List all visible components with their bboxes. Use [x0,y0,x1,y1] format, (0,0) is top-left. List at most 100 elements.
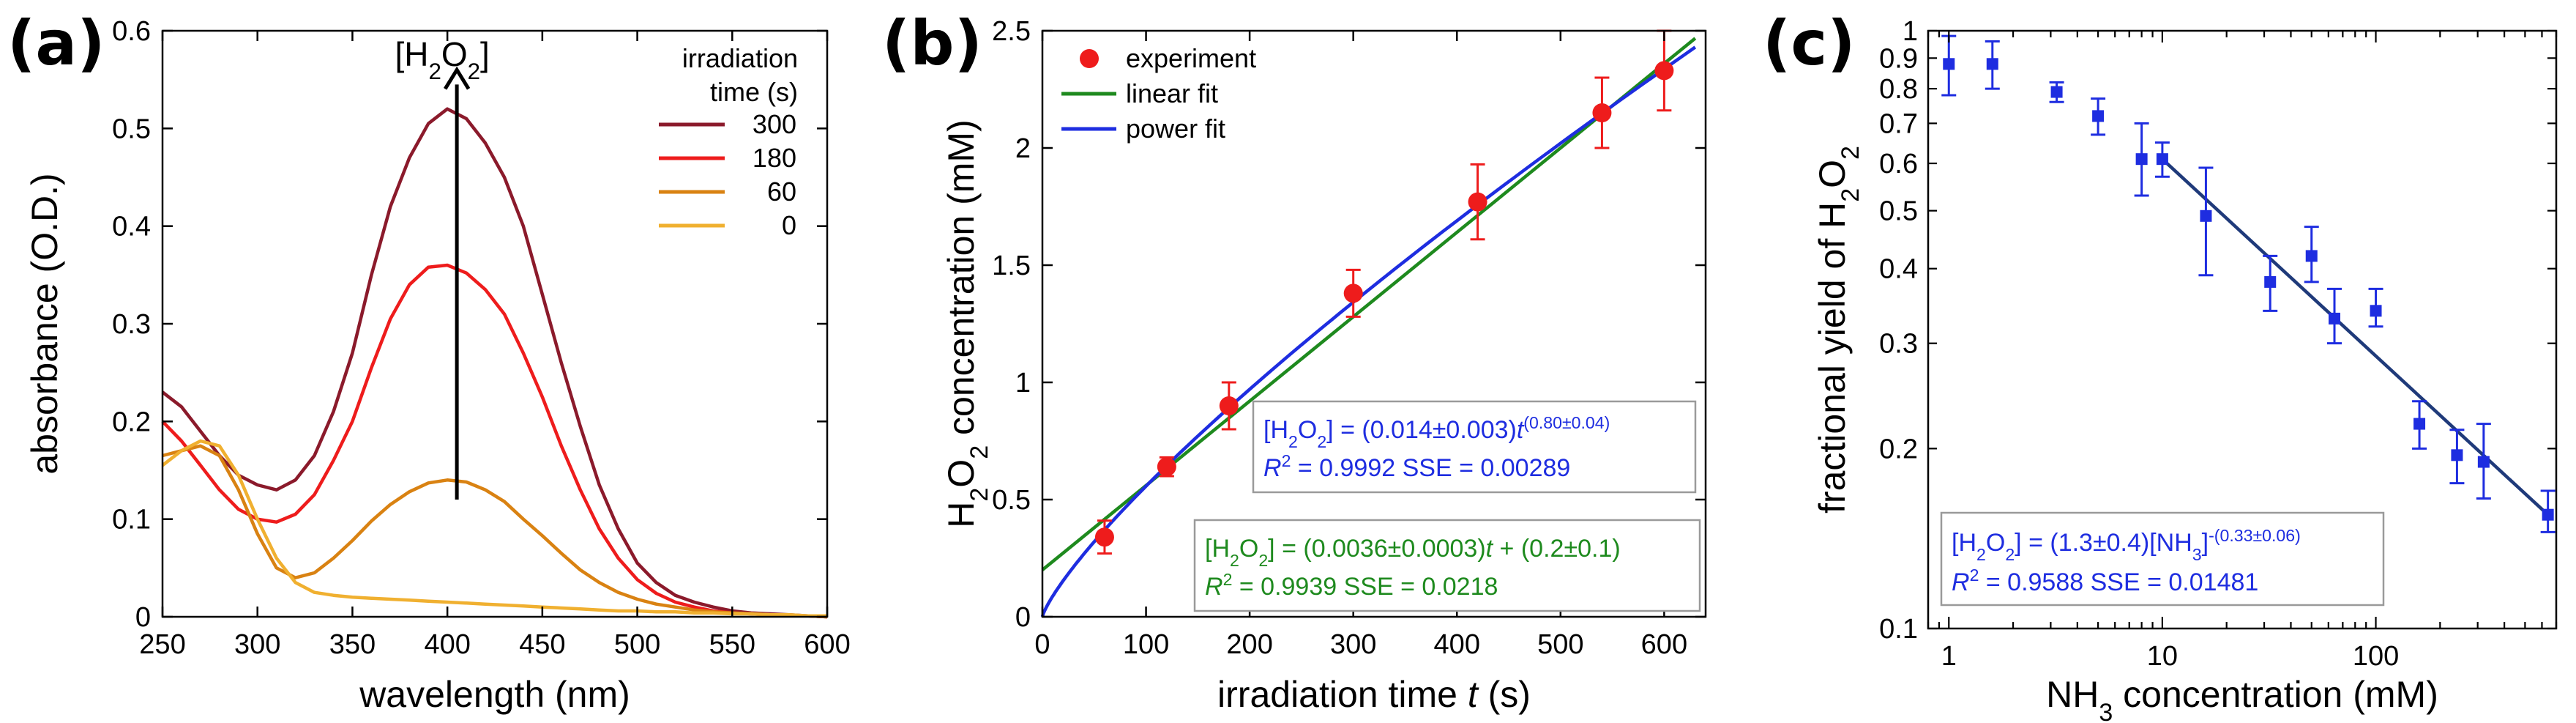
data-point [2156,153,2168,166]
experiment-point [1157,457,1176,477]
data-point [2477,456,2490,468]
panel-label: (c) [1763,7,1856,79]
x-tick-label: 100 [1123,629,1169,660]
legend-marker-experiment [1080,49,1099,68]
y-tick-label: 0 [135,602,151,633]
y-tick-label: 1 [1903,16,1918,47]
annotation-h2o2: [H2O2] [395,35,489,84]
y-axis-label: absorbance (O.D.) [24,173,65,474]
y-tick-label: 0.9 [1879,43,1918,74]
x-tick-label: 10 [2147,641,2178,672]
data-point [1986,58,1998,70]
y-tick-label: 0.8 [1879,74,1918,105]
x-tick-label: 300 [234,629,280,660]
data-point [2542,508,2554,521]
fit-statistics: R2 = 0.9588 SSE = 0.01481 [1952,566,2258,596]
fit-statistics: R2 = 0.9992 SSE = 0.00289 [1263,451,1570,482]
y-tick-label: 2.5 [992,16,1031,47]
panel-label: (b) [882,7,982,79]
y-tick-label: 0.6 [112,16,151,47]
y-tick-label: 1 [1015,368,1031,398]
data-point [2264,275,2277,288]
legend-label: 0 [782,210,796,240]
fit-equation: [H2O2] = (0.0036±0.0003)t + (0.2±0.1) [1205,535,1621,570]
legend-label: 300 [753,109,796,139]
plot-frame [1927,29,2558,630]
y-tick-label: 2 [1015,133,1031,164]
y-tick-label: 0.2 [1879,434,1918,464]
data-point [2451,449,2463,461]
series-line-0 [161,439,827,618]
x-tick-label: 600 [804,629,850,660]
panel-label: (a) [7,7,105,79]
x-tick-label: 200 [1226,629,1272,660]
data-point [2200,210,2212,222]
panel-c-chart: (c)1 10 1000.10.20.30.40.50.60.70.80.91NH3… [1763,7,2558,723]
x-tick-label: 400 [424,629,470,660]
legend-title: irradiation [682,43,798,73]
x-tick-label: 1 [1941,641,1957,672]
legend-label: power fit [1126,114,1225,144]
legend-title-2: time (s) [710,77,798,107]
fit-equation: [H2O2] = (0.014±0.003)t(0.80±0.04) [1263,413,1610,451]
data-point [2413,418,2426,430]
y-tick-label: 0.4 [112,212,151,242]
x-tick-label: 600 [1641,629,1687,660]
y-tick-label: 0.5 [112,114,151,144]
experiment-point [1654,61,1674,81]
x-tick-label: 550 [709,629,755,660]
x-axis-label: irradiation time t (s) [1217,674,1531,715]
x-tick-label: 500 [614,629,660,660]
experiment-point [1592,103,1612,122]
panel-b-chart: (b) 0 100 200 300 400 500 600 0 0.5 1 1.5 2 2.5 irradi… [882,7,1707,715]
y-axis-label: H2O2 concentration (mM) [941,119,993,527]
x-tick-label: 450 [519,629,565,660]
x-tick-label: 350 [329,629,376,660]
y-tick-label: 0.2 [112,407,151,437]
y-tick-label: 0.5 [992,485,1031,516]
x-tick-label: 250 [139,629,185,660]
plot-frame [1041,29,1707,618]
series-line-180 [161,263,828,619]
data-point [2135,153,2148,166]
fit-annotation-box [1940,511,2385,607]
y-tick-label: 0.3 [1879,329,1918,360]
x-axis-label: NH3 concentration (mM) [2046,674,2438,723]
legend-label: 180 [753,143,796,173]
experiment-point [1468,192,1487,212]
y-axis-label: fractional yield of H2O2 [1812,146,1864,513]
power-fit-line [1040,45,1697,618]
fit-equation: [H2O2] = (1.3±0.4)[NH3]-(0.33±0.06) [1952,526,2301,564]
fit-statistics: R2 = 0.9939 SSE = 0.0218 [1205,570,1498,601]
series-line-300 [161,107,828,619]
fit-annotation-box [1193,519,1701,612]
y-tick-label: 0.4 [1879,254,1918,285]
fit-annotation-box [1252,400,1697,494]
y-tick-label: 0.1 [1879,614,1918,645]
x-tick-label: 300 [1330,629,1376,660]
arrow-head [443,66,471,90]
y-tick-label: 0.7 [1879,108,1918,139]
x-axis-label: wavelength (nm) [359,674,630,715]
experiment-point [1343,283,1363,303]
y-tick-label: 0.5 [1879,196,1918,227]
data-point [2050,86,2063,98]
data-point [1943,58,1955,70]
data-point [2370,305,2382,317]
y-tick-label: 1.5 [992,251,1031,281]
experiment-point [1219,396,1239,415]
y-tick-label: 0.1 [112,505,151,535]
x-tick-label: 100 [2353,641,2399,672]
data-point [2305,250,2318,262]
legend-label: 60 [767,177,796,207]
x-tick-label: 400 [1434,629,1480,660]
y-tick-label: 0 [1015,602,1031,633]
x-tick-label: 0 [1034,629,1050,660]
data-point [2329,312,2341,325]
y-tick-label: 0.6 [1879,149,1918,179]
panel-a-chart: (a) [H2O2]250 300 350 400 450 500 550 60000.10.2… [7,7,851,715]
experiment-point [1094,527,1114,547]
y-tick-label: 0.3 [112,309,151,340]
power-law-fit-line [2161,157,2550,516]
